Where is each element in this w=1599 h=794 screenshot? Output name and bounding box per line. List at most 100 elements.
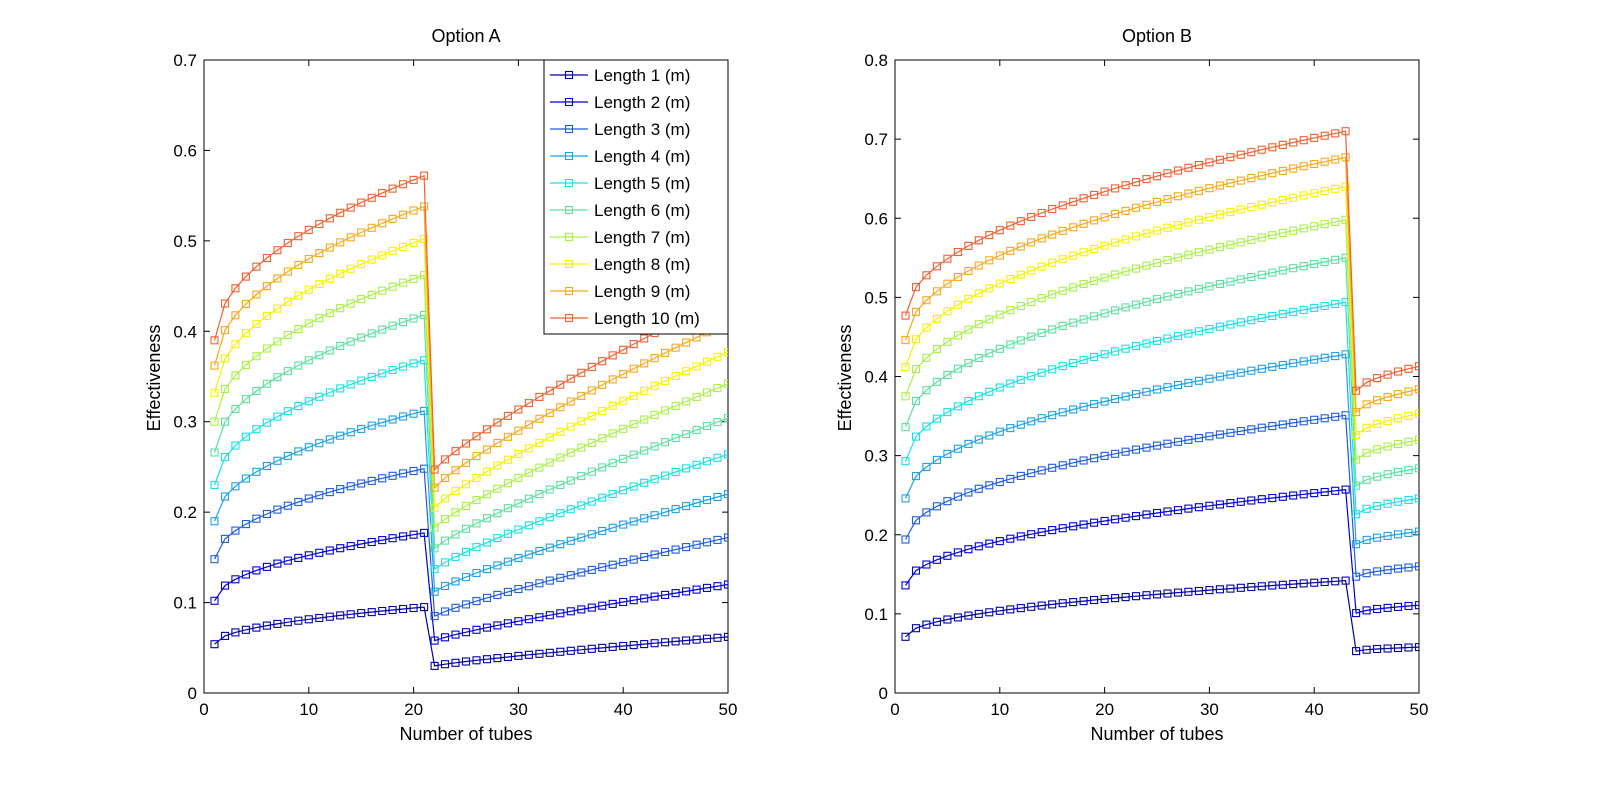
data-point <box>1016 242 1025 251</box>
data-point <box>357 228 366 237</box>
series-length-2 <box>901 485 1419 618</box>
data-point <box>367 223 376 232</box>
data-point <box>661 348 670 357</box>
data-point <box>661 638 670 647</box>
data-point <box>1215 155 1224 164</box>
data-point <box>304 319 313 328</box>
data-point <box>713 453 722 462</box>
data-point <box>1341 182 1350 191</box>
data-point <box>1152 258 1162 267</box>
data-point <box>1289 580 1298 589</box>
data-point <box>1142 387 1151 396</box>
data-point <box>650 511 659 520</box>
legend-label: Length 5 (m) <box>594 174 690 193</box>
data-point <box>1393 564 1403 573</box>
legend-label: Length 1 (m) <box>594 66 690 85</box>
data-point <box>911 396 921 406</box>
data-point <box>1331 255 1340 264</box>
data-point <box>974 236 983 245</box>
data-point <box>1257 364 1266 373</box>
data-point <box>472 656 481 665</box>
data-point <box>388 214 397 223</box>
data-point <box>1268 143 1277 152</box>
data-point <box>1373 533 1382 542</box>
data-point <box>964 611 973 620</box>
data-point <box>231 482 240 491</box>
data-point <box>545 513 554 522</box>
data-point <box>1163 195 1172 204</box>
data-point <box>1152 590 1162 599</box>
data-point <box>1205 374 1214 383</box>
data-point <box>995 344 1004 353</box>
data-point <box>629 340 638 349</box>
data-point <box>273 246 282 255</box>
data-point <box>315 613 324 623</box>
data-point <box>1048 205 1057 214</box>
x-tick-label: 40 <box>614 700 633 719</box>
data-point <box>1236 238 1245 247</box>
data-point <box>1226 499 1235 508</box>
data-point <box>1194 186 1203 195</box>
data-point <box>1100 273 1109 282</box>
data-point <box>995 279 1004 288</box>
data-point <box>451 487 460 496</box>
data-point <box>503 504 512 513</box>
data-point <box>378 189 387 198</box>
data-point <box>566 374 575 383</box>
data-point <box>210 417 219 426</box>
data-point <box>440 515 450 524</box>
data-point <box>1393 643 1403 653</box>
data-point <box>461 458 471 467</box>
data-point <box>608 560 617 569</box>
data-point <box>535 546 544 556</box>
data-point <box>1247 425 1256 434</box>
legend-swatch-marker <box>564 259 574 269</box>
data-point <box>1257 171 1266 180</box>
data-point <box>1090 400 1099 409</box>
data-point <box>1184 189 1193 198</box>
data-point <box>974 609 983 618</box>
data-point <box>378 418 387 427</box>
data-point <box>1079 355 1088 365</box>
data-point <box>545 648 554 657</box>
data-point <box>1404 466 1413 475</box>
data-point <box>1289 193 1298 202</box>
data-point <box>608 599 617 608</box>
series-group <box>901 127 1419 656</box>
data-point <box>901 336 910 345</box>
data-point <box>493 590 502 599</box>
data-point <box>943 337 952 346</box>
data-point <box>241 360 250 370</box>
data-point <box>378 474 387 483</box>
data-point <box>1027 372 1036 381</box>
data-point <box>294 616 303 625</box>
data-point <box>273 505 282 514</box>
data-point <box>1362 423 1371 432</box>
data-point <box>1069 223 1078 232</box>
data-point <box>1299 579 1308 588</box>
data-point <box>1236 318 1245 327</box>
data-point <box>1027 297 1036 307</box>
data-point <box>1016 301 1025 311</box>
data-point <box>1215 372 1224 381</box>
data-point <box>409 530 418 539</box>
data-point <box>1404 643 1413 652</box>
data-point <box>1226 179 1235 188</box>
data-point <box>503 619 512 628</box>
data-point <box>1278 195 1287 205</box>
data-point <box>1100 241 1109 250</box>
data-point <box>482 593 492 602</box>
data-point <box>430 465 439 474</box>
data-point <box>1173 221 1183 230</box>
data-point <box>1310 415 1319 424</box>
data-point <box>1414 435 1419 444</box>
data-point <box>346 482 355 491</box>
data-point <box>692 498 701 508</box>
data-point <box>1215 322 1224 331</box>
data-point <box>1131 178 1141 187</box>
data-point <box>995 226 1004 235</box>
data-point <box>1236 275 1245 284</box>
data-point <box>587 412 596 421</box>
data-point <box>1414 562 1419 571</box>
data-point <box>524 615 533 624</box>
